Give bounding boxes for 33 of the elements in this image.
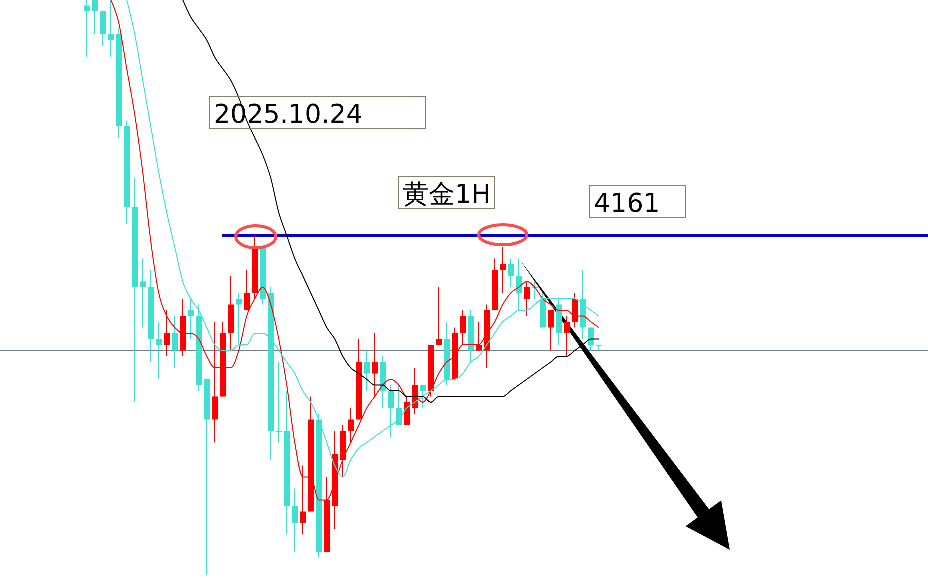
- candlestick: [564, 316, 570, 357]
- candlestick: [524, 281, 530, 317]
- candlestick: [396, 384, 402, 426]
- candlestick: [476, 322, 482, 352]
- candlestick: [516, 258, 522, 311]
- candlestick: [508, 258, 514, 288]
- candlestick: [108, 0, 114, 58]
- candlestick: [92, 0, 98, 35]
- candlestick: [460, 310, 466, 346]
- candlestick: [236, 292, 242, 346]
- candlestick: [156, 322, 162, 380]
- candlestick: [500, 246, 506, 294]
- candlestick: [372, 333, 378, 398]
- candlestick: [348, 408, 354, 444]
- candlestick: [436, 287, 442, 346]
- candlestick: [100, 11, 106, 46]
- candlestick: [164, 310, 170, 357]
- candlestick: [276, 362, 282, 444]
- candlestick: [548, 310, 554, 352]
- annotation: 黄金1H: [403, 180, 492, 210]
- candlestick: [84, 0, 90, 58]
- candlestick: [420, 384, 426, 409]
- candlestick: [244, 270, 250, 311]
- candlestick: [572, 292, 578, 328]
- candlestick: [212, 322, 218, 444]
- candlestick: [364, 350, 370, 392]
- candlestick: [292, 488, 298, 552]
- candlestick: [404, 396, 410, 426]
- candlestick: [140, 258, 146, 328]
- candlestick: [172, 316, 178, 368]
- candlestick: [188, 298, 194, 340]
- candlestick: [388, 384, 394, 438]
- annotation: 4161: [594, 189, 660, 219]
